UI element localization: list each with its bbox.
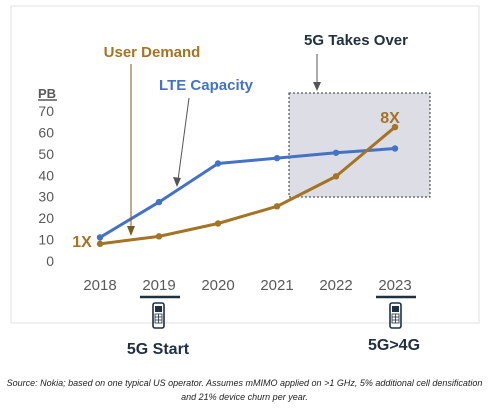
x-tick-label: 2020 (201, 277, 234, 294)
data-point (96, 240, 104, 248)
data-point (96, 234, 104, 241)
milestone-5g-over-4g: 5G>4G (368, 337, 420, 354)
data-point (332, 173, 340, 180)
source-line-1: Source: Nokia; based on one typical US o… (6, 378, 483, 388)
lte-capacity-arrow (177, 97, 190, 181)
data-point (214, 220, 222, 227)
x-tick-labels: 2018 2019 2020 2021 2022 2023 (83, 277, 411, 294)
y-tick-labels: 0 10 20 30 40 50 60 70 (38, 103, 54, 269)
y-tick-label: 60 (38, 124, 54, 140)
data-point (214, 160, 222, 167)
y-axis-label: PB (38, 86, 56, 101)
y-tick-label: 70 (38, 103, 54, 119)
data-point (155, 233, 163, 240)
series-layer (96, 123, 399, 248)
user-demand-arrowhead (127, 226, 135, 236)
series-lte-capacity (96, 145, 399, 241)
y-tick-label: 10 (38, 232, 54, 248)
x-tick-label: 2019 (142, 277, 175, 294)
lte-capacity-label: LTE Capacity (159, 77, 254, 94)
y-tick-label: 0 (46, 253, 54, 269)
series-user-demand (96, 123, 399, 248)
data-point (155, 198, 163, 206)
user-demand-label: User Demand (104, 44, 201, 61)
phone-icon (152, 302, 165, 329)
y-tick-label: 20 (38, 210, 54, 226)
phone-icon (389, 302, 402, 329)
data-point (391, 123, 399, 131)
x-tick-label: 2021 (260, 277, 293, 294)
series-line (99, 147, 396, 239)
y-tick-label: 40 (38, 167, 54, 183)
y-tick-label: 30 (38, 189, 54, 205)
series-line (99, 125, 396, 246)
x-tick-label: 2022 (319, 277, 352, 294)
end-multiplier: 8X (380, 110, 400, 127)
data-point (273, 154, 281, 162)
data-point (332, 149, 340, 156)
takeover-region (288, 92, 431, 198)
lte-capacity-arrowhead (173, 177, 181, 187)
takeover-label: 5G Takes Over (304, 32, 408, 49)
data-point (273, 203, 281, 210)
source-line-2: and 21% device churn per year. (181, 392, 308, 402)
y-tick-label: 50 (38, 146, 54, 162)
x-tick-label: 2023 (378, 277, 411, 294)
data-point (391, 145, 399, 152)
milestone-5g-start: 5G Start (127, 341, 190, 358)
x-tick-label: 2018 (83, 277, 116, 294)
takeover-arrowhead (313, 82, 321, 91)
start-multiplier: 1X (72, 234, 92, 251)
